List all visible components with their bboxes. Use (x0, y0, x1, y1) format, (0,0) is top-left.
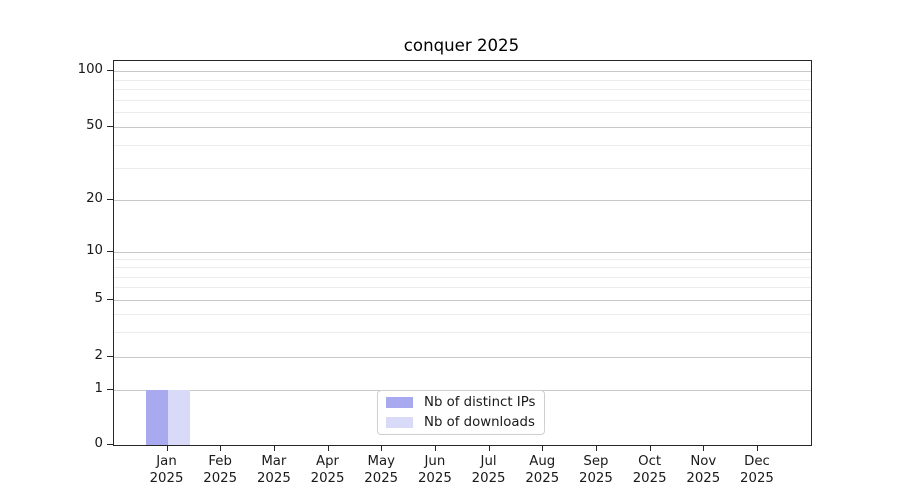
x-tick-year: 2025 (203, 470, 238, 486)
y-tick-label: 10 (86, 243, 103, 258)
x-axis-tick (273, 446, 275, 451)
x-axis-tick (220, 446, 222, 451)
gridline-minor (114, 259, 811, 261)
x-tick-month: Jul (480, 454, 497, 469)
x-tick-label: Aug 2025 (512, 454, 572, 487)
gridline-minor (114, 276, 811, 278)
gridline-major (114, 252, 811, 253)
x-tick-month: May (367, 454, 395, 469)
y-tick-label: 100 (77, 61, 103, 77)
x-tick-month: Nov (690, 454, 717, 469)
x-tick-label: Apr 2025 (298, 454, 358, 487)
gridline-minor (114, 79, 811, 81)
bar-nb-of-distinct-ips-jan (145, 390, 168, 445)
x-tick-year: 2025 (686, 470, 721, 486)
x-tick-year: 2025 (740, 470, 774, 486)
x-tick-label: Jan 2025 (137, 454, 197, 487)
gridline-minor (114, 167, 811, 169)
x-tick-year: 2025 (149, 470, 184, 486)
x-tick-month: Oct (638, 454, 662, 469)
y-tick-label: 20 (86, 191, 103, 206)
x-axis-tick (327, 446, 329, 451)
legend-swatch-downloads-icon (386, 417, 413, 428)
x-tick-year: 2025 (417, 470, 452, 486)
x-axis-tick (542, 446, 544, 451)
gridline-major (114, 70, 811, 72)
x-axis-tick (703, 446, 705, 451)
legend-entry-downloads: Nb of downloads (386, 414, 536, 431)
gridline-minor (114, 112, 811, 114)
gridline-minor (114, 89, 811, 91)
y-axis-tick (107, 389, 113, 390)
gridline-minor (114, 313, 811, 315)
y-axis-tick (107, 444, 113, 445)
x-axis-tick (381, 446, 383, 451)
x-tick-label: Nov 2025 (673, 454, 733, 487)
legend: Nb of distinct IPs Nb of downloads (377, 390, 545, 435)
x-axis-tick (595, 446, 597, 451)
y-tick-label: 0 (94, 436, 103, 451)
x-tick-month: Jan (156, 454, 177, 469)
x-tick-label: May 2025 (351, 454, 411, 487)
gridline-major (114, 300, 811, 301)
x-tick-label: Jul 2025 (459, 454, 519, 487)
y-tick-label: 50 (86, 118, 103, 133)
y-axis-tick (107, 299, 113, 300)
x-tick-year: 2025 (525, 470, 560, 486)
bar-nb-of-downloads-jan (167, 390, 190, 445)
x-tick-label: Oct 2025 (620, 454, 680, 487)
gridline-minor (114, 267, 811, 269)
x-tick-year: 2025 (364, 470, 399, 486)
y-axis-tick (107, 126, 113, 127)
gridline-major (114, 127, 811, 128)
x-tick-year: 2025 (632, 470, 667, 486)
x-tick-year: 2025 (310, 470, 345, 486)
legend-entry-distinct-ips: Nb of distinct IPs (386, 394, 536, 411)
x-axis-tick (166, 446, 168, 451)
gridline-minor (114, 99, 811, 101)
x-tick-label: Mar 2025 (244, 454, 304, 487)
gridline-major (114, 200, 811, 201)
y-axis-tick (107, 355, 113, 357)
chart-title: conquer 2025 (403, 36, 520, 55)
x-tick-month: Sep (583, 454, 609, 469)
legend-label-downloads: Nb of downloads (424, 415, 535, 430)
plot-area (113, 60, 812, 446)
gridline-major (114, 356, 811, 358)
y-tick-label: 5 (94, 291, 103, 306)
x-tick-month: Mar (261, 454, 287, 469)
x-tick-month: Jun (424, 454, 446, 469)
gridline-minor (114, 144, 811, 146)
x-tick-label: Feb 2025 (190, 454, 250, 487)
x-tick-label: Sep 2025 (566, 454, 626, 487)
legend-label-distinct-ips: Nb of distinct IPs (424, 395, 536, 410)
x-tick-month: Apr (316, 454, 340, 469)
x-tick-year: 2025 (256, 470, 291, 486)
x-tick-label: Dec 2025 (727, 454, 787, 487)
x-tick-month: Aug (529, 454, 556, 469)
legend-swatch-distinct-ips-icon (386, 397, 413, 408)
y-tick-label: 1 (94, 381, 103, 396)
x-tick-year: 2025 (579, 470, 613, 486)
y-axis-tick (107, 251, 113, 252)
y-axis-tick (107, 199, 113, 200)
x-axis-tick (434, 446, 436, 451)
gridline-minor (114, 331, 811, 333)
gridline-minor (114, 287, 811, 289)
x-tick-year: 2025 (471, 470, 506, 486)
y-axis-tick (107, 69, 113, 71)
x-axis-tick (649, 446, 651, 451)
x-axis-tick (488, 446, 490, 451)
x-axis-tick (756, 446, 758, 451)
y-tick-label: 2 (94, 347, 103, 363)
x-tick-month: Feb (208, 454, 232, 469)
x-tick-month: Dec (744, 454, 770, 469)
x-tick-label: Jun 2025 (405, 454, 465, 487)
